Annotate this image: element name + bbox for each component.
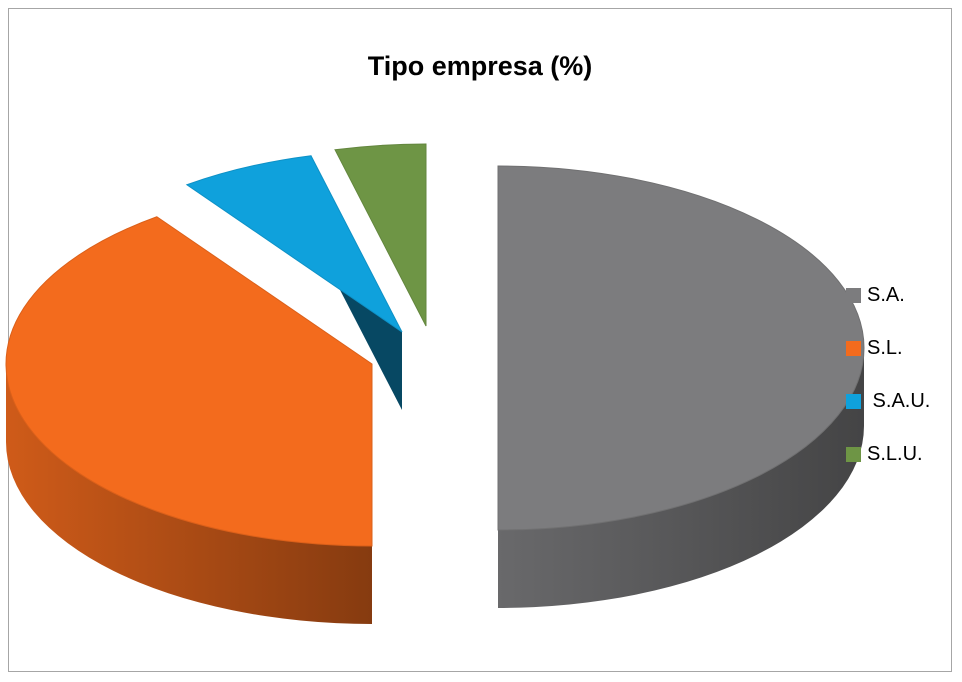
legend-item-slu: S.L.U. [846,441,956,467]
pie-tops [5,143,865,547]
pie-slice-sa [497,165,865,531]
legend-swatch-sa [846,287,861,303]
pie-slice-slu [334,143,427,327]
legend-label-slu: S.L.U. [867,442,923,465]
legend: S.A. S.L. S.A.U. S.L.U. [846,282,956,494]
legend-item-sau: S.A.U. [846,388,956,414]
legend-swatch-sau [846,393,861,409]
legend-item-sl: S.L. [846,335,956,361]
pie-wall-sa [498,348,864,608]
legend-label-sa: S.A. [867,283,905,306]
legend-item-sa: S.A. [846,282,956,308]
legend-swatch-slu [846,446,861,462]
legend-swatch-sl [846,340,861,356]
pie-wall-sl [6,364,372,624]
chart-title: Tipo empresa (%) [367,51,593,81]
legend-label-sl: S.L. [867,336,903,359]
pie-slice-sau [185,155,403,333]
pie-slice-sl [5,216,373,547]
legend-label-sau: S.A.U. [867,389,931,412]
